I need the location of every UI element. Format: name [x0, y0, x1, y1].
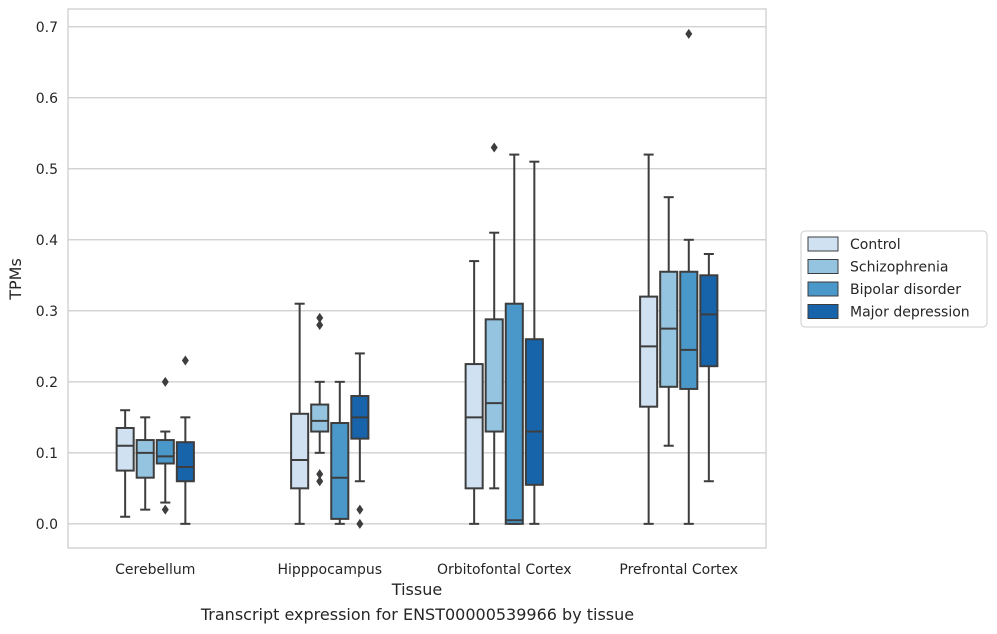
- x-tick-label: Prefrontal Cortex: [619, 562, 738, 578]
- box: [135, 439, 155, 479]
- x-tick-label: Hipppocampus: [277, 562, 382, 578]
- y-tick-label: 0.2: [36, 375, 58, 391]
- y-axis-label: TPMs: [6, 258, 25, 301]
- plot-frame: [67, 8, 767, 549]
- outlier-point: [490, 142, 498, 153]
- legend-label: Control: [850, 237, 901, 253]
- legend-label: Major depression: [850, 305, 970, 321]
- x-tick-label: Cerebellum: [115, 562, 195, 578]
- box: [464, 363, 484, 490]
- figure-caption: Transcript expression for ENST0000053996…: [200, 605, 635, 624]
- box: [504, 302, 524, 525]
- x-tick-label: Orbitofontal Cortex: [437, 562, 572, 578]
- series-control: [115, 153, 659, 525]
- box: [679, 270, 699, 390]
- y-tick-labels: 0.0 0.1 0.2 0.3 0.4 0.5 0.6 0.7: [36, 20, 58, 533]
- legend: Control Schizophrenia Bipolar disorder Majo…: [800, 230, 988, 328]
- x-tick-labels: Cerebellum Hipppocampus Orbitofontal Corte…: [115, 562, 738, 578]
- outlier-point: [356, 518, 364, 529]
- box: [175, 441, 195, 483]
- box: [524, 338, 544, 486]
- legend-swatch: [807, 259, 839, 274]
- series-major-depression: [175, 160, 719, 529]
- legend-swatch: [807, 236, 839, 252]
- box: [699, 274, 719, 368]
- box: [484, 318, 504, 433]
- y-tick-label: 0.4: [36, 233, 58, 249]
- box: [310, 403, 330, 433]
- outlier-point: [316, 469, 324, 480]
- legend-label: Bipolar disorder: [850, 282, 961, 298]
- legend-label: Schizophrenia: [850, 260, 948, 276]
- outlier-point: [685, 28, 693, 39]
- outlier-point: [356, 504, 364, 515]
- box: [155, 439, 175, 465]
- series-bipolar-disorder: [155, 28, 699, 525]
- outlier-point: [161, 504, 169, 515]
- box: [115, 426, 135, 472]
- series-schizophrenia: [135, 142, 679, 511]
- box-series: [115, 28, 719, 529]
- outlier-point: [161, 376, 169, 387]
- y-tick-label: 0.3: [36, 304, 58, 320]
- outlier-point: [181, 355, 189, 366]
- outlier-point: [316, 476, 324, 487]
- y-tick-label: 0.1: [36, 446, 58, 462]
- box: [639, 295, 659, 408]
- y-tick-label: 0.5: [36, 162, 58, 178]
- legend-swatch: [807, 281, 839, 297]
- box: [290, 412, 310, 490]
- legend-swatch: [807, 304, 839, 319]
- legend-frame: [800, 230, 988, 328]
- outlier-point: [316, 320, 324, 331]
- y-tick-label: 0.0: [36, 517, 58, 533]
- y-tick-label: 0.7: [36, 20, 58, 36]
- outlier-point: [316, 312, 324, 323]
- y-tick-label: 0.6: [36, 91, 58, 107]
- x-axis-label: Tissue: [391, 580, 442, 599]
- box: [330, 422, 350, 520]
